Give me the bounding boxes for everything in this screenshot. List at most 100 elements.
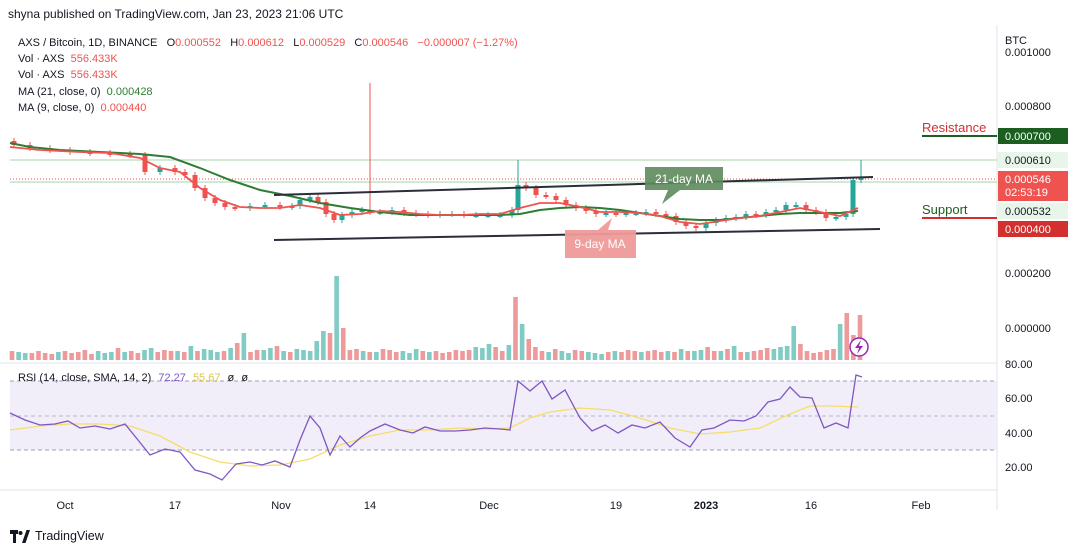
volume-bar xyxy=(287,352,293,360)
resistance-badge: 0.000700 xyxy=(1005,131,1051,143)
ma21-callout: 21-day MA xyxy=(645,167,723,204)
candle-body xyxy=(331,214,337,220)
low-value: 0.000529 xyxy=(299,37,346,49)
rsi-legend[interactable]: RSI (14, close, SMA, 14, 2) 72.27 55.67 … xyxy=(18,372,248,384)
volume-row-1[interactable]: Vol · AXS 556.433K xyxy=(18,51,518,67)
candle-body xyxy=(172,168,178,172)
volume-bar xyxy=(420,351,426,360)
volume-bar xyxy=(221,351,227,360)
candle-body xyxy=(533,188,539,195)
rsi-tick-label: 60.00 xyxy=(1005,393,1033,405)
candle-body xyxy=(833,217,839,219)
volume-bar xyxy=(678,349,684,360)
candle-body xyxy=(212,198,218,203)
volume-bar xyxy=(142,350,147,360)
candle-body xyxy=(222,203,228,207)
volume-bar xyxy=(705,347,710,360)
time-tick-label: 19 xyxy=(610,500,622,512)
volume-bar xyxy=(658,352,664,360)
ma21-row[interactable]: MA (21, close, 0) 0.000428 xyxy=(18,84,518,100)
candle-body xyxy=(693,226,699,228)
volume-bar xyxy=(148,348,154,360)
resistance-badge-bg xyxy=(998,128,1068,144)
volume-bar xyxy=(566,353,571,360)
support-badge-bg xyxy=(998,221,1068,237)
time-tick-label: Oct xyxy=(56,500,73,512)
volume-bar xyxy=(188,346,194,360)
candle-body xyxy=(593,211,599,214)
candle-body xyxy=(297,200,303,206)
candle-body xyxy=(543,195,549,197)
volume-bar xyxy=(42,353,48,360)
volume-bar xyxy=(499,351,505,360)
candle-body xyxy=(653,212,659,214)
change-value: −0.000007 (−1.27%) xyxy=(417,37,518,49)
volume-bar xyxy=(75,352,81,360)
volume-bar xyxy=(321,331,326,360)
candle-body xyxy=(763,212,769,215)
time-axis[interactable]: Oct 17 Nov 14 Dec 19 2023 16 Feb xyxy=(56,500,930,512)
volume-bar xyxy=(440,353,445,360)
candle-body xyxy=(843,214,849,217)
volume-bar xyxy=(592,353,598,360)
flash-icon[interactable] xyxy=(849,337,869,357)
ma9-value: 0.000440 xyxy=(100,101,147,114)
volume-bar xyxy=(758,350,763,360)
volume-bar xyxy=(29,353,35,360)
time-tick-label: Feb xyxy=(912,500,931,512)
volume-bar xyxy=(725,349,730,360)
time-tick-label: Nov xyxy=(271,500,291,512)
candle-body xyxy=(339,215,345,220)
last-price-badge: 0.000546 xyxy=(1005,174,1051,186)
ma9-callout: 9-day MA xyxy=(565,218,636,258)
candle-body xyxy=(823,212,829,218)
volume-bar xyxy=(327,333,333,360)
ma9-callout-label: 9-day MA xyxy=(574,237,625,251)
volume-bar xyxy=(407,353,412,360)
tradingview-footer[interactable]: TradingView xyxy=(10,529,104,543)
volume-bar xyxy=(506,345,512,360)
price-tick-label: 0.000800 xyxy=(1005,101,1051,113)
candle-body xyxy=(232,207,238,209)
volume-bar xyxy=(486,344,492,360)
volume-bar xyxy=(241,333,247,360)
volume-bar xyxy=(334,276,339,360)
rsi-tick-label: 40.00 xyxy=(1005,428,1033,440)
candle-body xyxy=(157,168,163,172)
candle-body xyxy=(563,200,569,205)
volume-bar xyxy=(281,351,286,360)
volume-bar xyxy=(380,349,386,360)
volume-bar xyxy=(778,347,783,360)
volume-bar xyxy=(460,351,465,360)
candle-body xyxy=(515,185,521,210)
volume-row-2[interactable]: Vol · AXS 556.433K xyxy=(18,67,518,83)
volume-bar xyxy=(751,351,757,360)
ma9-line xyxy=(9,146,859,225)
volume-bar xyxy=(446,352,452,360)
volume-bar xyxy=(645,351,651,360)
volume-bar xyxy=(718,351,724,360)
volume-bar xyxy=(22,353,28,360)
candle-body xyxy=(773,210,779,212)
volume-bar xyxy=(307,351,313,360)
volume-bar xyxy=(473,347,479,360)
volume-bar xyxy=(652,350,657,360)
volume-bar xyxy=(831,349,836,360)
candle-body xyxy=(202,188,208,198)
volume-bar xyxy=(261,350,267,360)
volume-bar xyxy=(824,350,830,360)
volume-bar xyxy=(579,351,585,360)
high-line-badge: 0.000610 xyxy=(1005,155,1051,167)
volume-bar xyxy=(49,354,55,360)
ma9-row[interactable]: MA (9, close, 0) 0.000440 xyxy=(18,100,518,116)
volume-bar xyxy=(526,339,532,360)
countdown-label: 02:53:19 xyxy=(1005,187,1048,199)
rsi-tick-label: 20.00 xyxy=(1005,462,1033,474)
volume-bar xyxy=(745,352,750,360)
symbol-label[interactable]: AXS / Bitcoin, 1D, BINANCE xyxy=(18,37,158,49)
tradingview-brand: TradingView xyxy=(35,529,104,543)
volume-bar xyxy=(340,328,346,360)
rsi-sma-line xyxy=(9,405,859,467)
